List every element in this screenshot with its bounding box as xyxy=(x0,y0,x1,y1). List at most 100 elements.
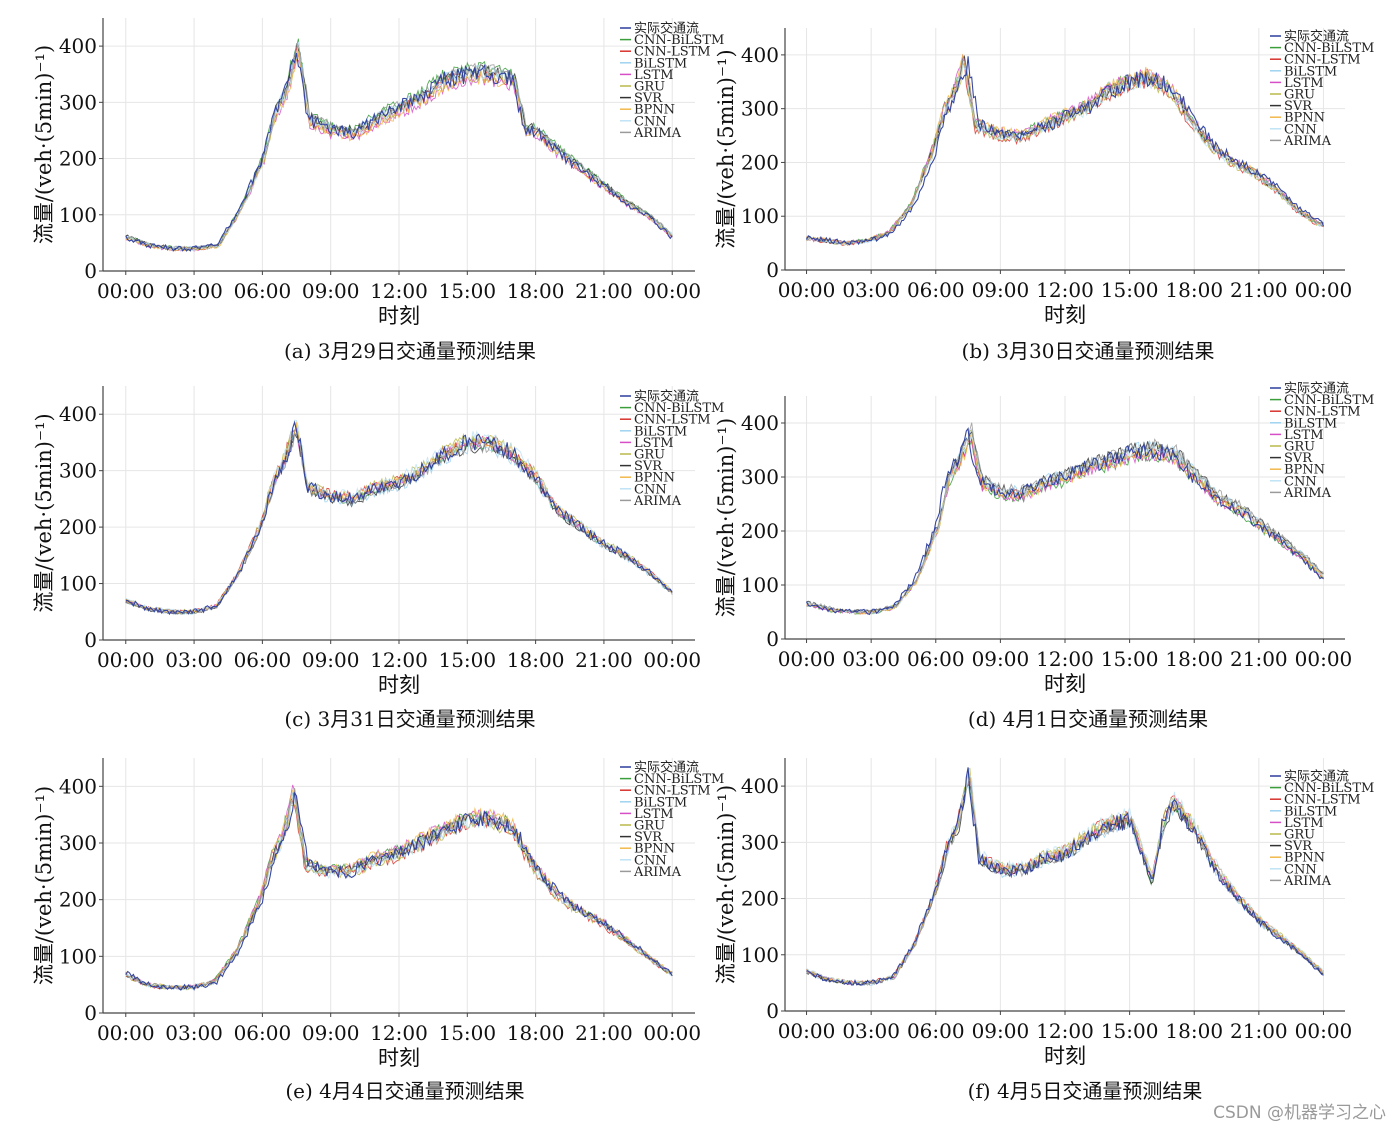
legend-entry: 实际交通流 xyxy=(1284,381,1349,397)
series-line-ARIMA xyxy=(125,787,673,990)
y-tick-label: 200 xyxy=(741,519,779,543)
legend-entry: LSTM xyxy=(634,807,674,822)
series-line-实际交通流 xyxy=(806,56,1325,246)
y-tick-label: 200 xyxy=(741,887,779,911)
x-tick-label: 21:00 xyxy=(1230,278,1288,302)
x-tick-label: 00:00 xyxy=(778,647,836,671)
legend-entry: BPNN xyxy=(634,471,675,486)
x-tick-label: 00:00 xyxy=(643,648,701,672)
legend-entry: LSTM xyxy=(634,68,674,83)
x-tick-label: 15:00 xyxy=(438,648,496,672)
x-tick-label: 12:00 xyxy=(1036,278,1094,302)
x-tick-label: 03:00 xyxy=(165,1021,223,1045)
x-axis-label: 时刻 xyxy=(378,1046,420,1070)
legend: 实际交通流CNN-BiLSTMCNN-LSTMBiLSTMLSTMGRUSVRB… xyxy=(620,760,724,880)
x-tick-label: 00:00 xyxy=(97,648,155,672)
x-tick-label: 09:00 xyxy=(972,647,1030,671)
y-tick-label: 0 xyxy=(766,627,779,651)
legend-entry: CNN-BiLSTM xyxy=(1284,41,1374,56)
x-axis-label: 时刻 xyxy=(1044,1044,1086,1068)
subplot-0: 0 100 200 300 400 00:00 03:00 06:00 09:00 12:00 15… xyxy=(32,18,724,363)
legend-entry: GRU xyxy=(634,448,665,463)
legend-entry: BPNN xyxy=(634,103,675,118)
y-tick-label: 100 xyxy=(741,204,779,228)
x-tick-label: 06:00 xyxy=(234,648,292,672)
legend-entry: BPNN xyxy=(1284,111,1325,126)
legend: 实际交通流CNN-BiLSTMCNN-LSTMBiLSTMLSTMGRUSVRB… xyxy=(1270,769,1374,889)
legend: 实际交通流CNN-BiLSTMCNN-LSTMBiLSTMLSTMGRUSVRB… xyxy=(1270,381,1374,501)
legend-entry: LSTM xyxy=(634,436,674,451)
y-tick-label: 200 xyxy=(59,888,97,912)
y-tick-label: 100 xyxy=(741,943,779,967)
y-tick-label: 0 xyxy=(766,258,779,282)
x-axis-label: 时刻 xyxy=(378,673,420,697)
legend-entry: BiLSTM xyxy=(1284,804,1337,819)
x-tick-label: 18:00 xyxy=(1165,1019,1223,1043)
x-axis-label: 时刻 xyxy=(378,304,420,328)
y-tick-label: 400 xyxy=(741,43,779,67)
legend-entry: SVR xyxy=(1284,451,1313,466)
legend-entry: GRU xyxy=(634,80,665,95)
y-tick-label: 200 xyxy=(59,147,97,171)
x-tick-label: 12:00 xyxy=(370,279,428,303)
x-tick-label: 15:00 xyxy=(438,1021,496,1045)
x-tick-label: 06:00 xyxy=(907,278,965,302)
legend-entry: ARIMA xyxy=(1283,874,1332,889)
watermark: CSDN @机器学习之心 xyxy=(1213,1103,1386,1123)
x-axis-label: 时刻 xyxy=(1044,672,1086,696)
y-tick-label: 0 xyxy=(84,259,97,283)
y-tick-label: 200 xyxy=(741,150,779,174)
series-line-实际交通流 xyxy=(806,427,1324,616)
series-line-实际交通流 xyxy=(125,791,673,991)
x-tick-label: 09:00 xyxy=(972,278,1030,302)
x-tick-label: 18:00 xyxy=(1165,647,1223,671)
y-tick-label: 400 xyxy=(741,774,779,798)
x-tick-label: 00:00 xyxy=(97,1021,155,1045)
subplot-2: 0 100 200 300 400 00:00 03:00 06:00 09:00 12:00 15… xyxy=(32,386,724,731)
y-tick-label: 300 xyxy=(59,831,97,855)
legend-entry: SVR xyxy=(1284,99,1313,114)
x-tick-label: 18:00 xyxy=(507,1021,565,1045)
legend-entry: SVR xyxy=(634,91,663,106)
x-tick-label: 09:00 xyxy=(302,648,360,672)
y-tick-label: 100 xyxy=(59,572,97,596)
y-tick-label: 0 xyxy=(84,628,97,652)
y-tick-label: 0 xyxy=(84,1001,97,1025)
legend-entry: ARIMA xyxy=(1283,134,1332,149)
legend-entry: CNN-BiLSTM xyxy=(634,33,724,48)
y-axis-label: 流量/(veh·(5min)⁻¹) xyxy=(32,45,56,244)
y-tick-label: 100 xyxy=(59,944,97,968)
legend-entry: 实际交通流 xyxy=(634,21,699,37)
y-axis-label: 流量/(veh·(5min)⁻¹) xyxy=(32,413,56,612)
y-tick-label: 0 xyxy=(766,999,779,1023)
legend-entry: SVR xyxy=(634,459,663,474)
legend-entry: CNN-BiLSTM xyxy=(634,401,724,416)
x-axis-label: 时刻 xyxy=(1044,303,1086,327)
subplot-caption: (e) 4月4日交通量预测结果 xyxy=(285,1079,524,1103)
x-tick-label: 03:00 xyxy=(842,278,900,302)
x-tick-label: 03:00 xyxy=(165,648,223,672)
x-tick-label: 21:00 xyxy=(575,279,633,303)
subplot-caption: (f) 4月5日交通量预测结果 xyxy=(968,1079,1203,1103)
legend-entry: BiLSTM xyxy=(634,795,687,810)
legend-entry: CNN-LSTM xyxy=(634,45,711,60)
legend: 实际交通流CNN-BiLSTMCNN-LSTMBiLSTMLSTMGRUSVRB… xyxy=(1270,29,1374,149)
x-tick-label: 00:00 xyxy=(643,279,701,303)
y-tick-label: 300 xyxy=(741,97,779,121)
legend-entry: CNN xyxy=(634,482,667,497)
x-tick-label: 12:00 xyxy=(370,1021,428,1045)
x-tick-label: 06:00 xyxy=(907,1019,965,1043)
legend-entry: ARIMA xyxy=(1283,486,1332,501)
x-tick-label: 21:00 xyxy=(1230,1019,1288,1043)
legend-entry: CNN-LSTM xyxy=(1284,405,1361,420)
subplot-caption: (a) 3月29日交通量预测结果 xyxy=(284,339,536,363)
y-axis-label: 流量/(veh·(5min)⁻¹) xyxy=(714,785,738,984)
x-tick-label: 00:00 xyxy=(1295,647,1353,671)
subplot-4: 0 100 200 300 400 00:00 03:00 06:00 09:00 12:00 15… xyxy=(32,758,724,1103)
legend-entry: 实际交通流 xyxy=(634,389,699,405)
legend-entry: GRU xyxy=(1284,440,1315,455)
y-axis-label: 流量/(veh·(5min)⁻¹) xyxy=(714,418,738,617)
